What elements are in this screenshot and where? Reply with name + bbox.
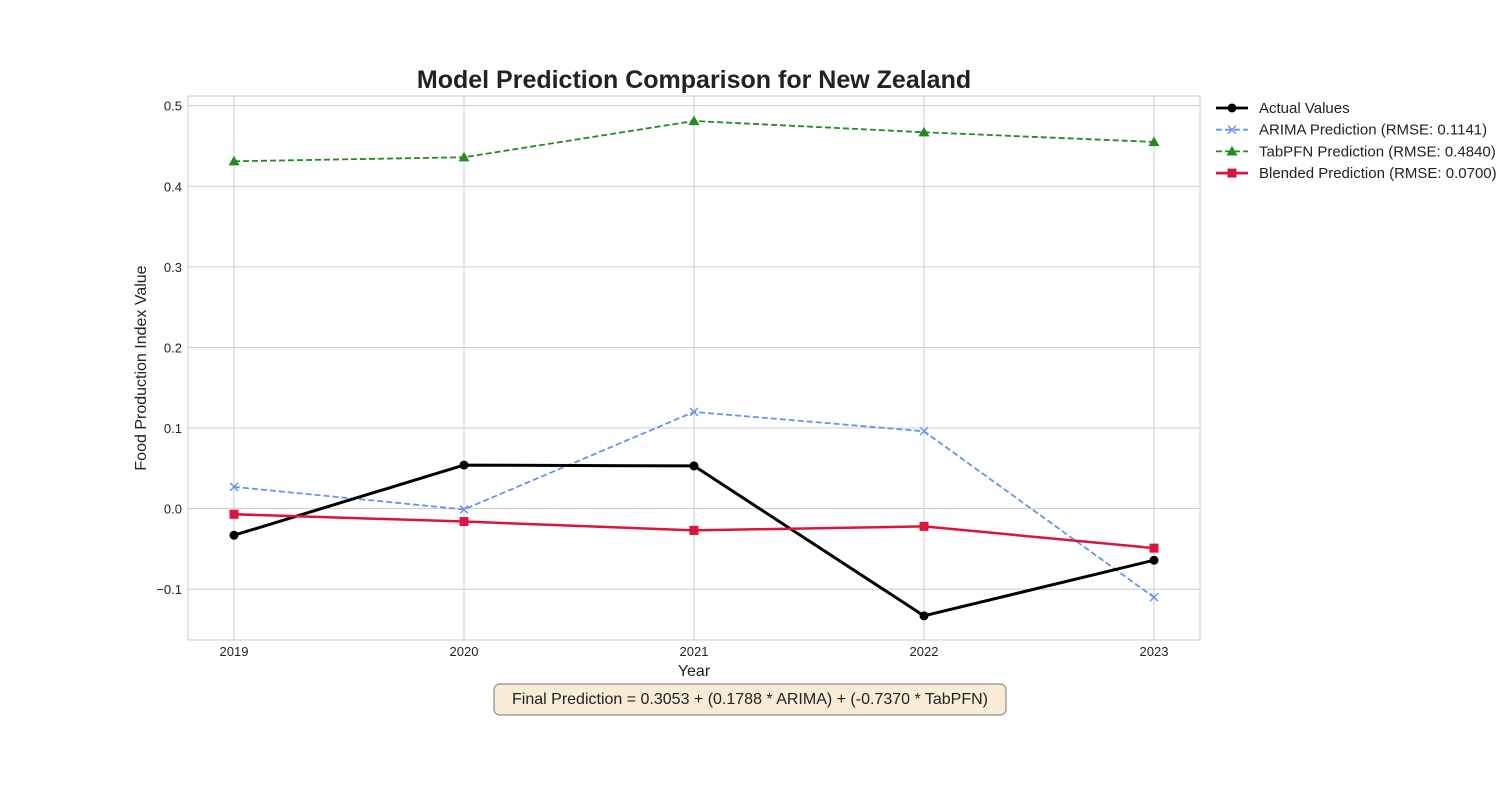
- y-tick-label: 0.4: [164, 179, 182, 194]
- legend-item: ARIMA Prediction (RMSE: 0.1141): [1216, 122, 1487, 139]
- data-point: [1149, 555, 1159, 565]
- legend-label: Actual Values: [1259, 100, 1350, 117]
- data-point: [918, 126, 930, 137]
- y-axis-label: Food Production Index Value: [133, 265, 150, 470]
- data-point: [1149, 592, 1159, 602]
- legend-item: Actual Values: [1216, 100, 1350, 117]
- formula-annotation-box: [493, 683, 1007, 716]
- legend: Actual Values ARIMA Prediction (RMSE: 0.1…: [1216, 100, 1497, 182]
- series-group: [228, 115, 1160, 621]
- legend-item: TabPFN Prediction (RMSE: 0.4840): [1216, 143, 1496, 160]
- x-tick-label: 2021: [680, 644, 709, 659]
- data-point: [689, 461, 699, 471]
- legend-label: TabPFN Prediction (RMSE: 0.4840): [1259, 143, 1496, 160]
- data-point: [919, 521, 929, 531]
- x-tick-label: 2023: [1140, 644, 1169, 659]
- formula-annotation: Final Prediction = 0.3053 + (0.1788 * AR…: [493, 683, 1007, 716]
- data-point: [689, 407, 699, 417]
- y-tick-label: 0.1: [164, 421, 182, 436]
- x-tick-label: 2019: [220, 644, 249, 659]
- data-point: [1226, 145, 1238, 156]
- data-point: [1148, 136, 1160, 147]
- y-tick-label: 0.0: [164, 502, 182, 517]
- axis-ticks: 2019 2020 2021 2022 2023 −0.1 0.0 0.1 0.2 0.3 0.4 0…: [156, 99, 1168, 659]
- y-tick-label: 0.2: [164, 340, 182, 355]
- series-2: [228, 115, 1160, 166]
- data-point: [458, 151, 470, 162]
- data-point: [459, 517, 469, 527]
- y-tick-label: 0.3: [164, 260, 182, 275]
- legend-label: Blended Prediction (RMSE: 0.0700): [1259, 165, 1497, 182]
- grid-lines: [188, 96, 1200, 640]
- data-point: [228, 155, 240, 166]
- data-point: [229, 482, 239, 492]
- data-point: [459, 504, 469, 514]
- y-tick-label: −0.1: [156, 582, 182, 597]
- data-point: [1149, 543, 1159, 553]
- formula-annotation-text: Final Prediction = 0.3053 + (0.1788 * AR…: [512, 691, 988, 708]
- legend-label: ARIMA Prediction (RMSE: 0.1141): [1259, 122, 1487, 139]
- data-point: [1227, 125, 1237, 135]
- data-point: [1227, 103, 1237, 113]
- data-point: [689, 525, 699, 535]
- data-point: [1227, 168, 1237, 178]
- data-point: [229, 530, 239, 540]
- x-tick-label: 2022: [910, 644, 939, 659]
- y-tick-label: 0.5: [164, 99, 182, 114]
- series-3: [229, 509, 1159, 553]
- legend-item: Blended Prediction (RMSE: 0.0700): [1216, 165, 1497, 182]
- series-1: [229, 407, 1159, 602]
- x-tick-label: 2020: [450, 644, 479, 659]
- data-point: [919, 426, 929, 436]
- plot-frame: [187, 95, 1201, 641]
- chart-title: Model Prediction Comparison for New Zeal…: [417, 66, 971, 94]
- data-point: [688, 115, 700, 126]
- data-point: [919, 611, 929, 621]
- series-0: [229, 460, 1159, 621]
- x-axis-label: Year: [678, 663, 711, 680]
- data-point: [459, 460, 469, 470]
- data-point: [229, 509, 239, 519]
